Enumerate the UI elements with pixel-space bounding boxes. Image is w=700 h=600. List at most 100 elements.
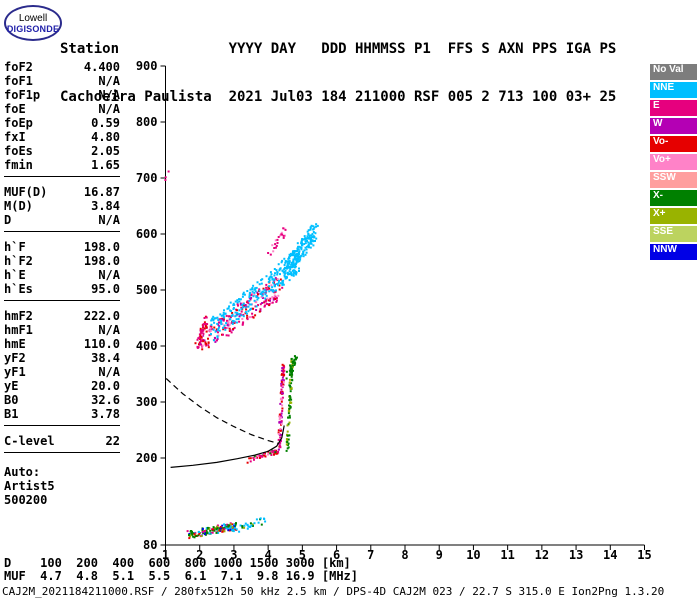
param-row: h`E N/A	[4, 268, 120, 282]
param-footer-line: Auto:	[4, 465, 41, 479]
param-footer: Auto: Artist5 500200	[4, 465, 120, 507]
param-row: B1 3.78	[4, 407, 120, 421]
param-group: MUF(D) 16.87 M(D) 3.84 D N/A	[4, 185, 120, 232]
param-row: fmin 1.65	[4, 158, 120, 172]
param-label: h`F	[4, 240, 26, 254]
param-label: foF2	[4, 60, 33, 74]
param-value: 3.78	[91, 407, 120, 421]
legend-item: Vo-	[650, 136, 697, 152]
param-label: D	[4, 213, 12, 227]
legend-item: No Val	[650, 64, 697, 80]
param-label: yF2	[4, 351, 26, 365]
legend-item: SSE	[650, 226, 697, 242]
svg-text:10: 10	[466, 548, 480, 562]
svg-text:500: 500	[136, 283, 158, 297]
param-label: fxI	[4, 130, 26, 144]
param-row: foF2 4.400	[4, 60, 120, 74]
svg-text:7: 7	[367, 548, 374, 562]
param-row: M(D) 3.84	[4, 199, 120, 213]
param-label: hmF1	[4, 323, 33, 337]
svg-text:700: 700	[136, 171, 158, 185]
param-value: N/A	[98, 74, 120, 88]
param-group: hmF2 222.0 hmF1 N/A hmE 110.0 yF2 38.4 yF1 N/A yE 2…	[4, 309, 120, 426]
param-label: foEp	[4, 116, 33, 130]
param-label: fmin	[4, 158, 33, 172]
param-label: foF1	[4, 74, 33, 88]
param-label: foEs	[4, 144, 33, 158]
param-value: 1.65	[91, 158, 120, 172]
param-row: yE 20.0	[4, 379, 120, 393]
param-value: 198.0	[83, 254, 120, 268]
param-group: foF2 4.400 foF1 N/A foF1p N/A foE N/A foEp 0.59 fx…	[4, 60, 120, 177]
svg-text:8: 8	[401, 548, 408, 562]
svg-text:600: 600	[136, 227, 158, 241]
svg-text:11: 11	[500, 548, 514, 562]
legend-item: Vo+	[650, 154, 697, 170]
param-row: foEs 2.05	[4, 144, 120, 158]
legend-item: X-	[650, 190, 697, 206]
svg-text:800: 800	[136, 115, 158, 129]
svg-text:15: 15	[637, 548, 651, 562]
param-value: N/A	[98, 213, 120, 227]
legend-item: W	[650, 118, 697, 134]
param-value: 222.0	[83, 309, 120, 323]
svg-text:9: 9	[436, 548, 443, 562]
param-value: N/A	[98, 268, 120, 282]
param-row: MUF(D) 16.87	[4, 185, 120, 199]
param-footer-line: 500200	[4, 493, 48, 507]
param-value: 2.05	[91, 144, 120, 158]
distance-row: D 100 200 400 600 800 1000 1500 3000 [km…	[4, 556, 351, 570]
param-value: 20.0	[91, 379, 120, 393]
svg-text:13: 13	[569, 548, 583, 562]
param-label: B0	[4, 393, 19, 407]
param-label: MUF(D)	[4, 185, 48, 199]
svg-text:14: 14	[603, 548, 617, 562]
param-label: yF1	[4, 365, 26, 379]
param-value: 38.4	[91, 351, 120, 365]
parameter-panel: foF2 4.400 foF1 N/A foF1p N/A foE N/A foEp 0.59 fx…	[4, 60, 120, 507]
param-label: C-level	[4, 434, 55, 448]
svg-text:300: 300	[136, 395, 158, 409]
param-value: 4.400	[83, 60, 120, 74]
param-value: N/A	[98, 323, 120, 337]
param-row: hmE 110.0	[4, 337, 120, 351]
param-row: foE N/A	[4, 102, 120, 116]
header-station-values: Cachoeira Paulista 2021 Jul03 184 211000…	[60, 89, 617, 105]
param-row: h`Es 95.0	[4, 282, 120, 296]
param-value: 32.6	[91, 393, 120, 407]
svg-text:6: 6	[333, 548, 340, 562]
muf-row: MUF 4.7 4.8 5.1 5.5 6.1 7.1 9.8 16.9 [MH…	[4, 569, 359, 583]
param-row: hmF1 N/A	[4, 323, 120, 337]
legend-item: NNW	[650, 244, 697, 260]
param-row: foF1p N/A	[4, 88, 120, 102]
param-row: h`F2 198.0	[4, 254, 120, 268]
svg-text:900: 900	[136, 59, 158, 73]
logo-lowell-text: Lowell	[18, 12, 48, 24]
param-row: hmF2 222.0	[4, 309, 120, 323]
param-group: C-level 22	[4, 434, 120, 453]
param-label: M(D)	[4, 199, 33, 213]
param-row: fxI 4.80	[4, 130, 120, 144]
param-value: 0.59	[91, 116, 120, 130]
param-label: B1	[4, 407, 19, 421]
param-label: h`F2	[4, 254, 33, 268]
station-header: Station YYYY DAY DDD HHMMSS P1 FFS S AXN…	[60, 9, 616, 137]
param-row: C-level 22	[4, 434, 120, 448]
param-value: 198.0	[83, 240, 120, 254]
svg-text:400: 400	[136, 339, 158, 353]
logo-digisonde-text: DIGISONDE	[6, 23, 60, 34]
param-row: B0 32.6	[4, 393, 120, 407]
svg-text:3: 3	[230, 548, 237, 562]
svg-text:2: 2	[196, 548, 203, 562]
param-row: h`F 198.0	[4, 240, 120, 254]
svg-text:80: 80	[143, 538, 157, 552]
legend-item: X+	[650, 208, 697, 224]
svg-text:1: 1	[162, 548, 169, 562]
param-label: foE	[4, 102, 26, 116]
param-footer-line: Artist5	[4, 479, 55, 493]
param-value: N/A	[98, 365, 120, 379]
param-label: h`Es	[4, 282, 33, 296]
param-value: 16.87	[83, 185, 120, 199]
legend-item: E	[650, 100, 697, 116]
param-value: N/A	[98, 102, 120, 116]
